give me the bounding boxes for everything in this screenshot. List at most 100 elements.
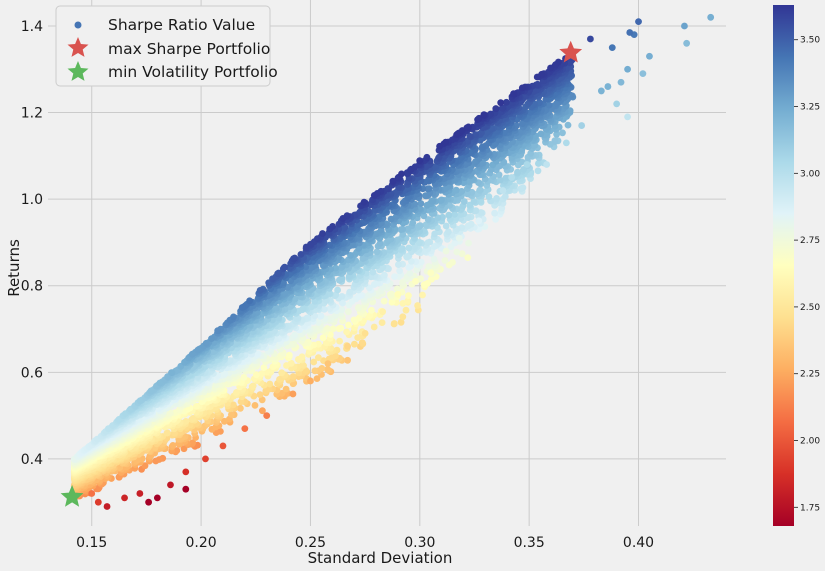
portfolio-point bbox=[420, 281, 428, 289]
portfolio-point bbox=[384, 237, 392, 245]
portfolio-point bbox=[451, 239, 459, 247]
portfolio-point bbox=[430, 255, 438, 263]
portfolio-point bbox=[358, 339, 366, 347]
portfolio-point bbox=[202, 339, 210, 347]
portfolio-point bbox=[438, 196, 445, 204]
portfolio-point bbox=[169, 442, 177, 449]
portfolio-point bbox=[534, 167, 542, 175]
portfolio-point bbox=[485, 193, 493, 201]
portfolio-point bbox=[417, 258, 425, 266]
portfolio-point bbox=[346, 288, 354, 296]
portfolio-point bbox=[230, 313, 237, 321]
portfolio-point bbox=[173, 447, 181, 454]
portfolio-point bbox=[256, 287, 264, 294]
portfolio-point bbox=[233, 389, 240, 396]
portfolio-point bbox=[345, 321, 352, 329]
portfolio-point bbox=[266, 380, 274, 388]
portfolio-point bbox=[344, 356, 351, 364]
portfolio-point bbox=[564, 121, 572, 129]
portfolio-point bbox=[269, 275, 276, 283]
portfolio-point bbox=[501, 193, 509, 200]
portfolio-point bbox=[296, 299, 304, 306]
portfolio-point bbox=[315, 354, 322, 361]
portfolio-point bbox=[189, 415, 197, 422]
portfolio-point bbox=[188, 350, 196, 358]
portfolio-point bbox=[479, 143, 486, 151]
portfolio-point bbox=[476, 186, 484, 194]
portfolio-point bbox=[285, 351, 293, 359]
portfolio-point bbox=[208, 335, 215, 342]
portfolio-point bbox=[351, 340, 358, 348]
portfolio-point bbox=[424, 239, 432, 247]
portfolio-point bbox=[265, 385, 273, 393]
portfolio-point bbox=[328, 354, 336, 361]
portfolio-point bbox=[502, 174, 510, 182]
portfolio-point bbox=[343, 328, 350, 336]
portfolio-point bbox=[376, 240, 384, 247]
portfolio-point bbox=[258, 370, 266, 378]
portfolio-point bbox=[141, 462, 149, 470]
portfolio-point bbox=[324, 366, 331, 373]
portfolio-point bbox=[334, 286, 341, 294]
portfolio-point bbox=[445, 211, 453, 219]
portfolio-point bbox=[395, 261, 402, 268]
portfolio-point bbox=[336, 337, 343, 345]
portfolio-point bbox=[156, 379, 164, 387]
portfolio-point bbox=[416, 238, 423, 246]
portfolio-point bbox=[452, 186, 460, 194]
portfolio-point bbox=[434, 214, 442, 222]
portfolio-point bbox=[470, 198, 478, 205]
portfolio-point bbox=[491, 209, 498, 217]
portfolio-point bbox=[368, 306, 375, 314]
portfolio-point bbox=[403, 253, 410, 260]
portfolio-point bbox=[386, 291, 394, 298]
portfolio-point bbox=[136, 397, 144, 405]
portfolio-point bbox=[409, 219, 417, 227]
portfolio-point bbox=[445, 228, 452, 236]
portfolio-point bbox=[259, 407, 266, 415]
portfolio-point bbox=[419, 291, 426, 299]
portfolio-point bbox=[551, 137, 559, 145]
portfolio-point bbox=[311, 367, 319, 375]
portfolio-point bbox=[451, 211, 458, 218]
portfolio-point bbox=[251, 402, 259, 409]
portfolio-point bbox=[369, 268, 377, 276]
portfolio-point bbox=[493, 195, 500, 202]
portfolio-point bbox=[246, 297, 254, 305]
portfolio-point bbox=[317, 312, 325, 320]
portfolio-point bbox=[517, 185, 525, 193]
portfolio-point bbox=[318, 365, 326, 372]
portfolio-point bbox=[163, 429, 171, 437]
portfolio-point bbox=[464, 254, 472, 261]
portfolio-point bbox=[282, 385, 290, 393]
portfolio-point bbox=[310, 358, 318, 366]
portfolio-point bbox=[240, 373, 248, 381]
portfolio-point bbox=[297, 251, 305, 258]
portfolio-point bbox=[356, 292, 364, 300]
portfolio-cloud bbox=[70, 49, 577, 500]
portfolio-point bbox=[299, 304, 307, 312]
portfolio-point bbox=[397, 226, 405, 234]
portfolio-point bbox=[449, 259, 456, 266]
portfolio-point bbox=[298, 353, 306, 361]
portfolio-point bbox=[380, 297, 388, 305]
portfolio-point bbox=[365, 284, 373, 292]
portfolio-point bbox=[393, 285, 401, 293]
portfolio-point bbox=[428, 197, 436, 205]
portfolio-point bbox=[366, 312, 374, 319]
portfolio-point bbox=[355, 314, 363, 322]
portfolio-point bbox=[405, 244, 413, 252]
portfolio-point bbox=[336, 276, 343, 284]
portfolio-point bbox=[289, 373, 297, 380]
portfolio-point bbox=[237, 398, 245, 406]
portfolio-point bbox=[399, 313, 407, 321]
portfolio-point bbox=[147, 387, 155, 395]
portfolio-point bbox=[278, 369, 286, 377]
portfolio-point bbox=[293, 315, 300, 322]
portfolio-point bbox=[492, 216, 499, 223]
portfolio-point bbox=[335, 325, 343, 333]
portfolio-point bbox=[441, 257, 449, 264]
portfolio-point bbox=[253, 371, 260, 379]
portfolio-point bbox=[228, 411, 235, 418]
